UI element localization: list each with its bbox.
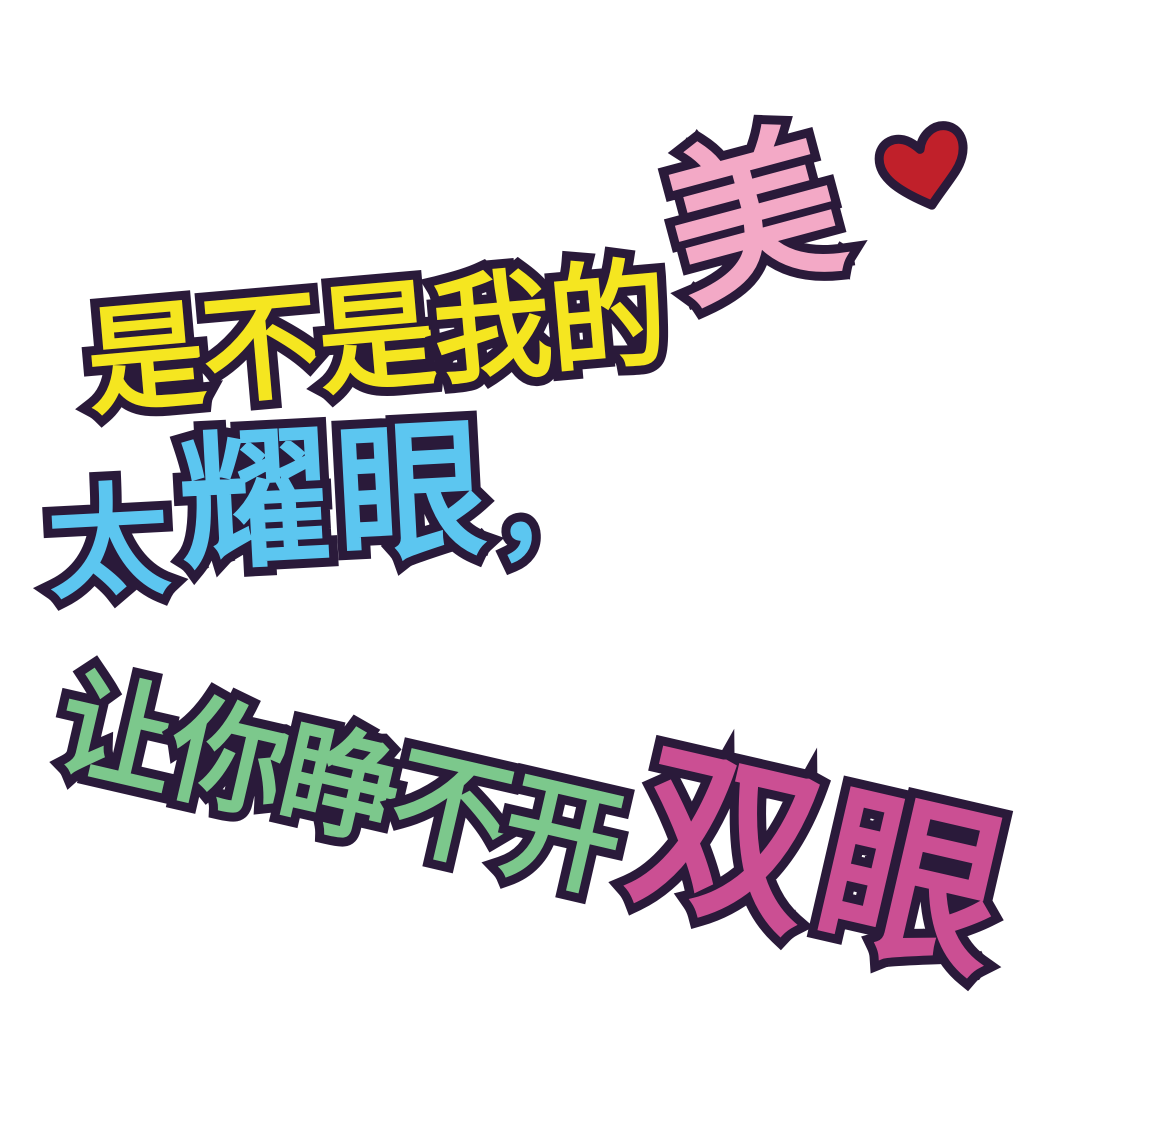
line-3-char-5: 开 (480, 746, 644, 925)
line-1-char-1: 是 (72, 276, 220, 442)
text-line-3: 让你睁不开双眼 (36, 610, 1032, 1016)
line-1-char-2: 不 (187, 265, 335, 431)
line-2-char-1: 太 (35, 460, 182, 626)
line-2-char-4: ， (480, 434, 615, 586)
line-1-char-3: 是 (303, 255, 451, 421)
text-line-2: 太耀眼， (35, 394, 615, 626)
line-3-char-6: 双 (604, 708, 847, 974)
line-1-char-6: 美 (637, 91, 870, 344)
line-2-char-3: 眼 (322, 394, 499, 594)
line-1-char-5: 的 (534, 235, 682, 401)
text-line-1: 是不是我的美 (72, 91, 871, 442)
line-2-char-2: 耀 (166, 402, 343, 602)
line-3-char-7: 眼 (789, 751, 1032, 1017)
heart-shape (874, 121, 968, 210)
line-1-char-4: 我 (419, 245, 567, 411)
heart-icon (874, 121, 968, 210)
